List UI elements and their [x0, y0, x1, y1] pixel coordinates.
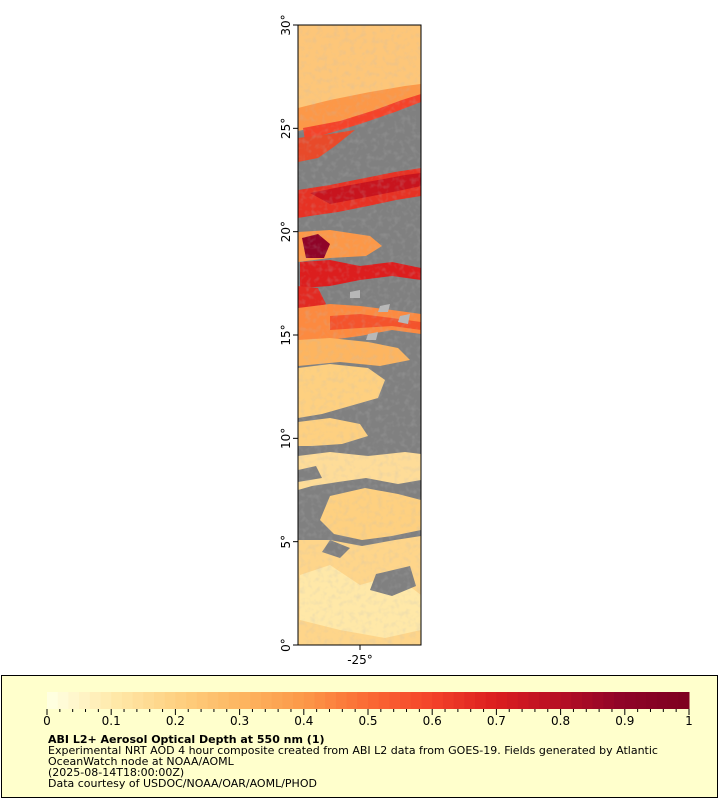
colorbar-cell: [293, 692, 305, 709]
colorbar-cell: [250, 692, 262, 709]
colorbar-tick-label: 0.2: [165, 714, 185, 728]
y-tick-label: 15°: [279, 324, 293, 345]
colorbar-cell: [282, 692, 294, 709]
colorbar-cell: [228, 692, 241, 709]
colorbar-tick-label: 0.6: [422, 714, 442, 728]
colorbar-cell: [154, 692, 166, 709]
colorbar: [46, 692, 690, 715]
colorbar-cell: [432, 692, 444, 709]
colorbar-tick-label: 0.7: [486, 714, 506, 728]
colorbar-cell: [635, 692, 647, 709]
colorbar-cell: [314, 692, 326, 709]
colorbar-cell: [528, 692, 540, 709]
colorbar-tick-label: 0.5: [358, 714, 378, 728]
colorbar-cell: [485, 692, 497, 709]
colorbar-tick-label: 0.9: [615, 714, 635, 728]
colorbar-cell: [164, 692, 176, 709]
colorbar-cell: [667, 692, 679, 709]
colorbar-cell: [186, 692, 198, 709]
colorbar-cell: [400, 692, 412, 709]
colorbar-tick-label: 0.1: [101, 714, 121, 728]
colorbar-cell: [79, 692, 91, 709]
colorbar-cell: [453, 692, 465, 709]
colorbar-cell: [303, 692, 315, 709]
aod-raster: [298, 25, 421, 645]
colorbar-tick-label: 1: [685, 714, 693, 728]
colorbar-cell: [47, 692, 59, 709]
colorbar-cell: [175, 692, 187, 709]
colorbar-cell: [378, 692, 390, 709]
colorbar-cell: [624, 692, 636, 709]
colorbar-cell: [571, 692, 583, 709]
colorbar-tick-label: 0.8: [551, 714, 571, 728]
colorbar-cell: [410, 692, 422, 709]
colorbar-cell: [549, 692, 562, 709]
colorbar-cell: [496, 692, 508, 709]
colorbar-cell: [475, 692, 487, 709]
colorbar-cell: [421, 692, 433, 709]
colorbar-cell: [656, 692, 669, 709]
y-tick-label: 5°: [279, 535, 293, 549]
colorbar-cell: [507, 692, 519, 709]
y-tick-label: 20°: [279, 221, 293, 242]
colorbar-cell: [464, 692, 476, 709]
colorbar-cell: [539, 692, 551, 709]
colorbar-tick-label: 0: [43, 714, 51, 728]
y-tick-label: 10°: [279, 428, 293, 449]
colorbar-cell: [68, 692, 80, 709]
colorbar-cell: [271, 692, 283, 709]
colorbar-cell: [89, 692, 101, 709]
colorbar-cell: [357, 692, 369, 709]
colorbar-cell: [111, 692, 123, 709]
y-axis: 30° 25° 20° 15° 10° 5° 0°: [279, 14, 298, 652]
y-tick-label: 25°: [279, 118, 293, 139]
y-tick-label: 30°: [279, 14, 293, 35]
colorbar-cell: [368, 692, 380, 709]
legend-title: ABI L2+ Aerosol Optical Depth at 550 nm …: [48, 733, 325, 746]
colorbar-cell: [132, 692, 144, 709]
colorbar-cell: [646, 692, 658, 709]
x-axis: -25°: [347, 645, 373, 667]
colorbar-cell: [239, 692, 251, 709]
colorbar-cell: [207, 692, 219, 709]
legend-date: (2025-08-14T18:00:00Z): [48, 766, 185, 779]
y-tick-label: 0°: [279, 638, 293, 652]
colorbar-cell: [678, 692, 690, 709]
colorbar-cell: [335, 692, 348, 709]
colorbar-cell: [389, 692, 401, 709]
legend-credit: Data courtesy of USDOC/NOAA/OAR/AOML/PHO…: [48, 777, 317, 790]
colorbar-cell: [614, 692, 626, 709]
colorbar-cell: [442, 692, 455, 709]
texture-overlay: [298, 25, 421, 645]
map-figure: 30° 25° 20° 15° 10° 5° 0° -25°: [279, 14, 422, 667]
colorbar-cell: [143, 692, 155, 709]
colorbar-cell: [517, 692, 529, 709]
colorbar-cell: [121, 692, 134, 709]
colorbar-cell: [196, 692, 208, 709]
colorbar-cell: [582, 692, 594, 709]
legend-description: Experimental NRT AOD 4 hour composite cr…: [48, 744, 658, 768]
colorbar-cell: [592, 692, 604, 709]
colorbar-cell: [325, 692, 337, 709]
colorbar-cell: [560, 692, 572, 709]
colorbar-cell: [218, 692, 230, 709]
colorbar-cell: [100, 692, 112, 709]
x-tick-label: -25°: [347, 653, 373, 667]
colorbar-cell: [57, 692, 69, 709]
colorbar-tick-label: 0.3: [230, 714, 250, 728]
colorbar-cell: [261, 692, 273, 709]
colorbar-tick-label: 0.4: [294, 714, 314, 728]
colorbar-cell: [603, 692, 615, 709]
colorbar-cell: [346, 692, 358, 709]
